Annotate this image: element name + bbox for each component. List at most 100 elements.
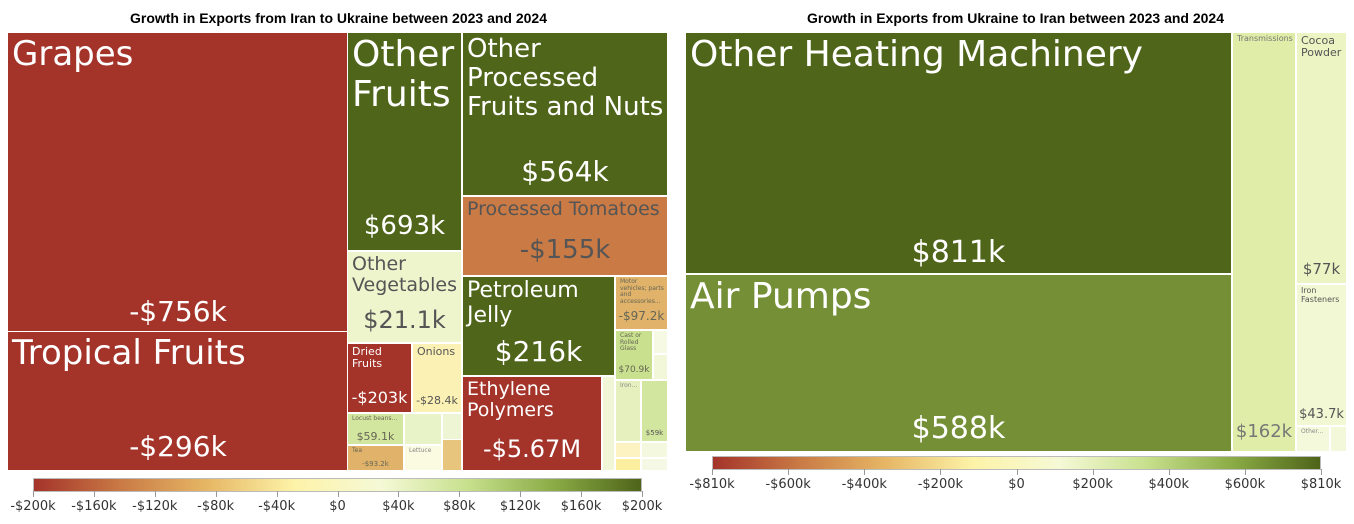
tile-value: -$93.2k [362,460,389,468]
tick-mark [33,491,34,497]
tick-label: $160k [560,499,602,514]
tile-value: $70.9k [618,365,650,375]
tick-mark [1092,469,1094,475]
tick-label: $600k [1224,477,1266,492]
tile-cast-rolled-glass[interactable]: Cast or Rolled Glass $70.9k [615,330,653,380]
tile-label: Iron Fasteners [1301,286,1340,304]
tile-label: Other Vegetables [352,253,457,297]
tile-label: Processed Tomatoes [467,198,660,220]
tile-small-unlabeled[interactable] [653,354,668,380]
tile-label: Transmissions [1237,34,1293,43]
tile-locust-beans[interactable]: Locust beans... $59.1k [347,413,404,445]
tile-label: Cast or Rolled Glass [620,332,642,353]
tile-label: Other Heating Machinery [690,34,1143,75]
tile-cocoa-powder[interactable]: Cocoa Powder $77k [1296,32,1347,284]
tick-label: $40k [382,499,415,514]
tile-air-pumps[interactable]: Air Pumps $588k [685,274,1232,452]
tile-value: -$5.67M [482,435,582,463]
tile-petroleum-jelly[interactable]: Petroleum Jelly $216k [462,276,615,376]
chart-title: Growth in Exports from Ukraine to Iran b… [806,10,1224,26]
tile-value: -$97.2k [618,309,665,323]
tile-iron-fasteners[interactable]: Iron Fasteners $43.7k [1296,284,1347,426]
tick-mark [337,491,339,497]
tile-small-unlabeled[interactable] [641,458,668,471]
tick-mark [459,491,461,497]
chart-iran-to-ukraine: Growth in Exports from Iran to Ukraine b… [7,10,668,521]
tile-transmissions[interactable]: Transmissions $162k [1232,32,1296,452]
tile-small-unlabeled[interactable] [602,376,615,471]
tile-label: Tea [352,447,363,454]
tick-mark [581,491,583,497]
tick-label: -$810k [689,477,735,492]
tile-label: Dried Fruits [352,345,383,371]
tile-value: $588k [911,411,1006,446]
tile-lettuce[interactable]: Lettuce [404,445,442,471]
tile-value: -$756k [129,295,227,328]
tick-label: -$160k [71,499,117,514]
tick-mark [215,491,217,497]
tile-processed-tomatoes[interactable]: Processed Tomatoes -$155k [462,196,668,276]
tile-small-unlabeled[interactable] [641,442,668,458]
tile-value: $43.7k [1299,407,1344,422]
chart-ukraine-to-iran: Growth in Exports from Ukraine to Iran b… [677,0,1354,524]
tile-other-processed-fruits-nuts[interactable]: Other Processed Fruits and Nuts $564k [462,32,668,196]
tile-iron[interactable]: Iron... [615,380,641,442]
tick-mark [1168,469,1170,475]
tile-other-fruits[interactable]: Other Fruits $693k [347,32,462,251]
tile-small-unlabeled[interactable] [1330,426,1347,452]
tile-value: $21.1k [363,306,446,334]
tick-label: $400k [1148,477,1190,492]
tick-mark [93,491,95,497]
tick-mark [398,491,400,497]
tick-label: $120k [499,499,541,514]
tile-small-unlabeled[interactable] [615,458,641,471]
treemap: Grapes -$756k Tropical Fruits -$296k Other F… [7,32,668,471]
tile-grapes[interactable]: Grapes -$756k [7,32,349,333]
color-scale-bar [33,478,642,492]
tile-value: -$28.4k [416,394,458,407]
tile-small-unlabeled[interactable] [653,330,668,354]
tile-value: $59k [645,429,664,437]
tile-value: -$203k [351,388,408,407]
tick-mark [520,491,522,497]
tile-label: Lettuce [409,447,432,454]
tick-label: $80k [443,499,476,514]
tile-tropical-fruits[interactable]: Tropical Fruits -$296k [7,331,349,471]
tile-label: Grapes [12,34,134,74]
color-scale-ticks: -$810k -$600k -$400k -$200k $0 $200k $400k $600… [689,469,1341,499]
tile-unlabeled-59k[interactable]: $59k [641,380,668,442]
tile-other-vegetables[interactable]: Other Vegetables $21.1k [347,251,462,343]
tick-mark [940,469,942,475]
tile-small-unlabeled[interactable] [404,413,442,445]
tile-ethylene-polymers[interactable]: Ethylene Polymers -$5.67M [462,376,602,471]
tile-other[interactable]: Other... [1296,426,1330,452]
tick-label: -$200k [917,477,964,492]
color-scale-ticks: -$200k -$160k -$120k -$80k -$40k $0 $40k $80k $1… [10,491,662,521]
tile-value: -$155k [519,235,611,265]
tile-onions[interactable]: Onions -$28.4k [412,343,462,413]
tile-label: Other... [1301,428,1324,435]
tick-label: -$400k [841,477,887,492]
tile-value: $162k [1235,421,1293,442]
tick-label: -$120k [132,499,178,514]
tick-label: $0 [329,499,346,514]
tile-small-unlabeled[interactable] [615,442,641,458]
tile-label: Air Pumps [690,276,872,317]
tile-label: Iron... [620,382,638,389]
tile-small-unlabeled[interactable] [442,413,462,445]
tile-dried-fruits[interactable]: Dried Fruits -$203k [347,343,412,413]
color-scale-bar [712,456,1321,470]
tile-motor-vehicles-parts[interactable]: Motor vehicles; parts and accessories...… [615,276,668,330]
tile-value: $77k [1302,260,1341,278]
tile-label: Other Fruits [352,34,455,116]
tile-small-unlabeled[interactable] [442,439,462,471]
tile-other-heating-machinery[interactable]: Other Heating Machinery $811k [685,32,1232,274]
tile-value: -$296k [129,430,227,463]
tile-label: Petroleum Jelly [467,278,579,328]
tick-label: -$600k [765,477,811,492]
tick-mark [154,491,156,497]
tile-label: Cocoa Powder [1301,34,1342,60]
tile-tea[interactable]: Tea -$93.2k [347,445,404,471]
chart-title: Growth in Exports from Iran to Ukraine b… [129,10,547,26]
tile-label: Tropical Fruits [12,333,246,373]
